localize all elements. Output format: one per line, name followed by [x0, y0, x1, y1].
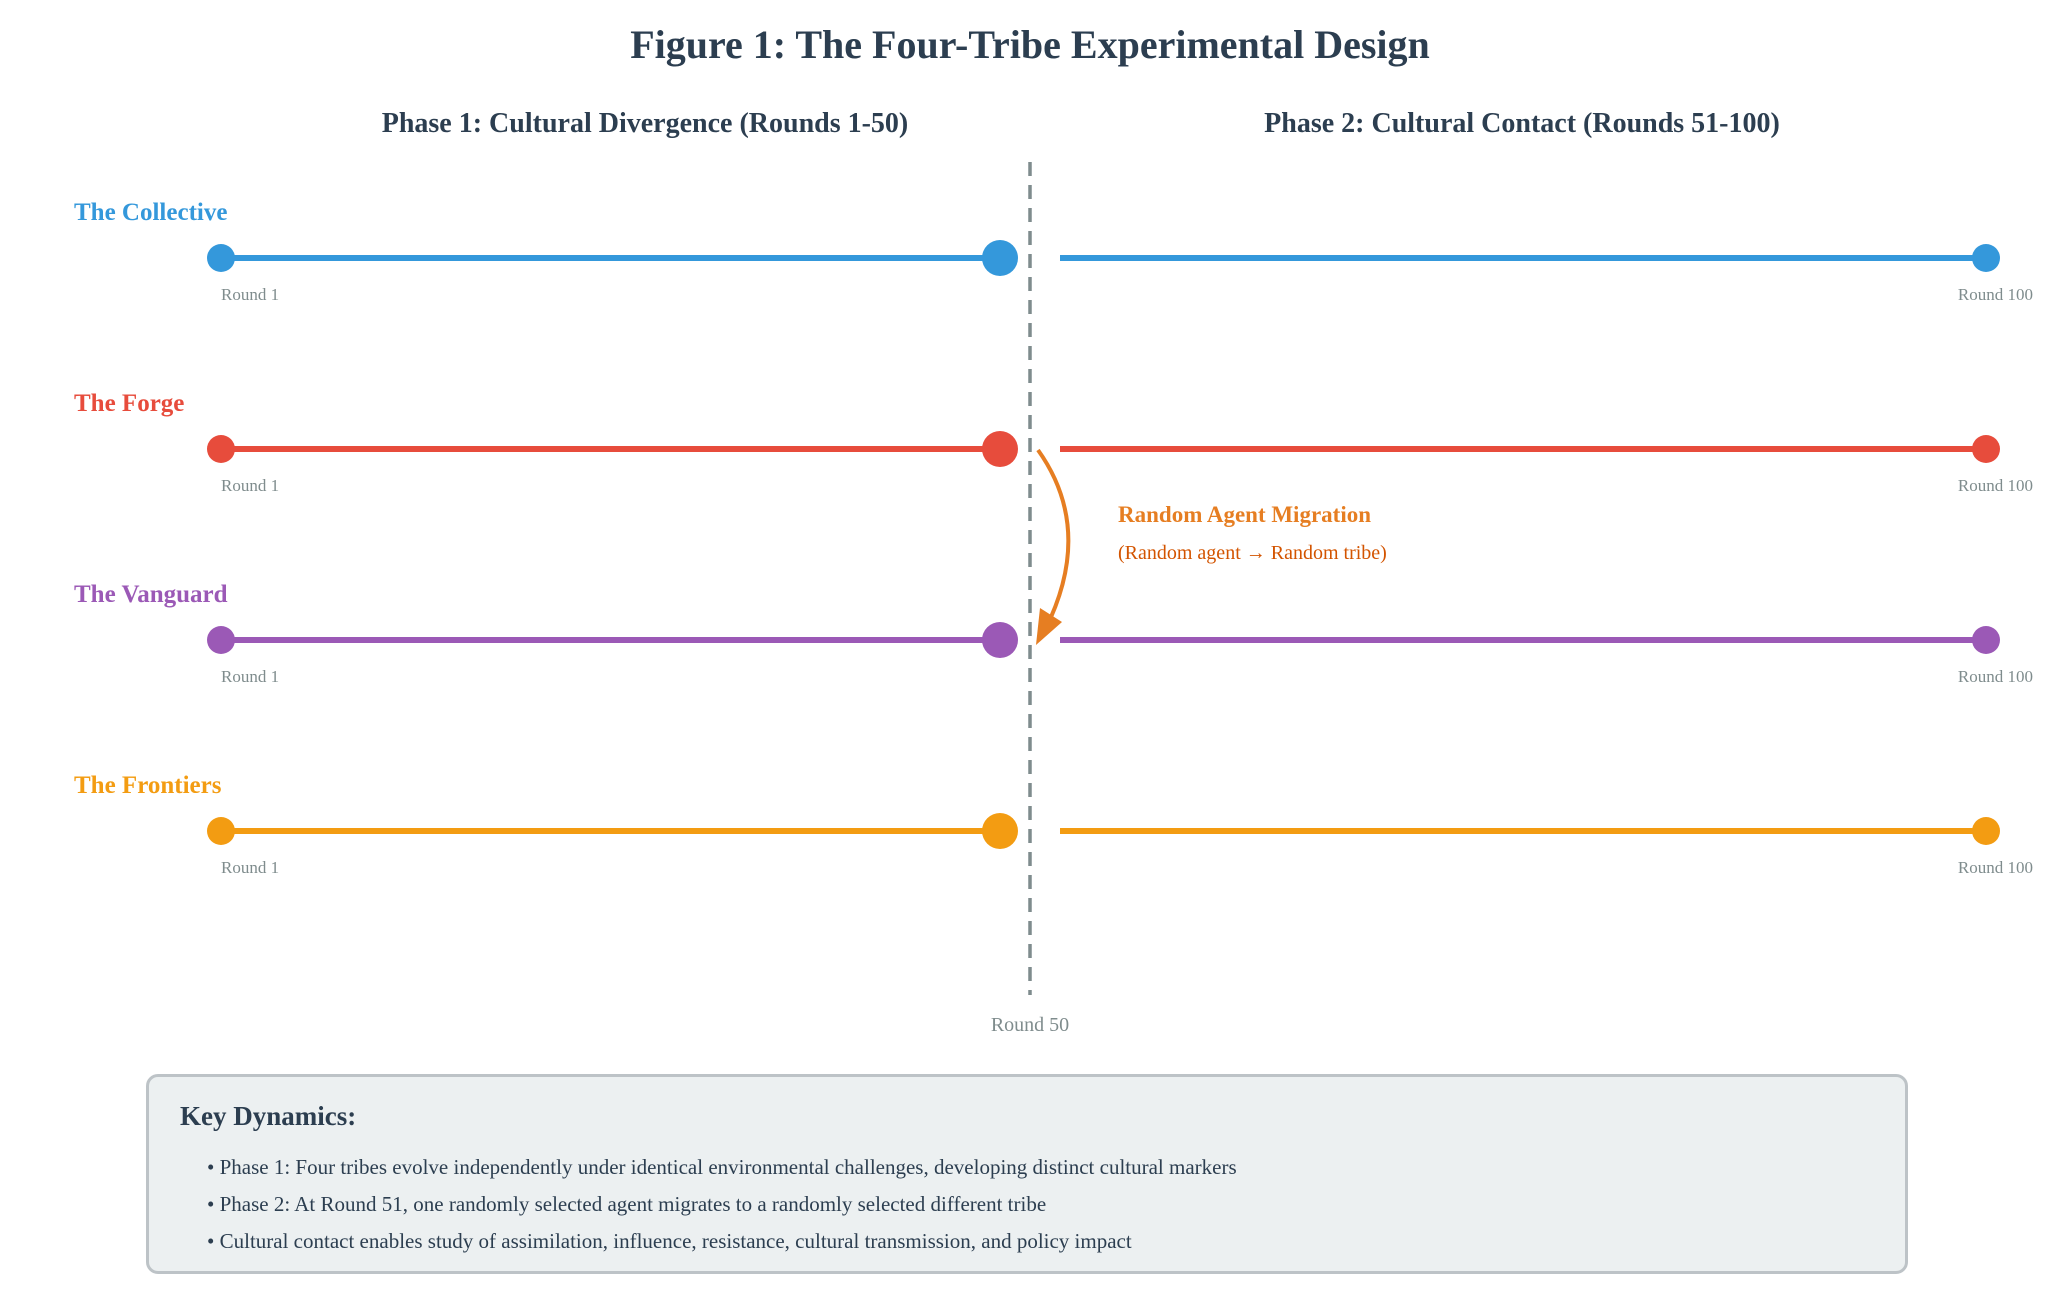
- figure-title: Figure 1: The Four-Tribe Experimental De…: [630, 22, 1430, 67]
- divergence-node: [982, 240, 1018, 276]
- migration-sublabel: (Random agent → Random tribe): [1118, 542, 1387, 564]
- start-node: [207, 626, 235, 654]
- divergence-node: [982, 813, 1018, 849]
- phase1-label: Phase 1: Cultural Divergence (Rounds 1-5…: [382, 108, 909, 139]
- end-round-label: Round 100: [1958, 667, 2033, 686]
- migration-arrow: [1036, 448, 1071, 631]
- end-round-label: Round 100: [1958, 858, 2033, 877]
- end-node: [1972, 244, 2000, 272]
- end-node: [1972, 626, 2000, 654]
- phase2-label: Phase 2: Cultural Contact (Rounds 51-100…: [1264, 108, 1780, 139]
- start-round-label: Round 1: [221, 476, 279, 495]
- migration-annotation: Random Agent Migration (Random agent → R…: [1036, 448, 1387, 645]
- migration-label: Random Agent Migration: [1118, 502, 1371, 527]
- tribe-row-the-collective: The Collective Round 1 Round 100: [74, 199, 2033, 304]
- key-dynamics-item-3: • Cultural contact enables study of assi…: [207, 1229, 1132, 1253]
- start-node: [207, 244, 235, 272]
- key-dynamics-title: Key Dynamics:: [180, 1101, 357, 1131]
- start-node: [207, 817, 235, 845]
- end-round-label: Round 100: [1958, 476, 2033, 495]
- tribe-name: The Collective: [74, 199, 227, 226]
- tribe-row-the-frontiers: The Frontiers Round 1 Round 100: [74, 772, 2033, 877]
- start-round-label: Round 1: [221, 667, 279, 686]
- divergence-node: [982, 622, 1018, 658]
- end-node: [1972, 817, 2000, 845]
- tribe-name: The Vanguard: [74, 581, 228, 608]
- tribe-row-the-vanguard: The Vanguard Round 1 Round 100: [74, 581, 2033, 686]
- key-dynamics-item-2: • Phase 2: At Round 51, one randomly sel…: [207, 1192, 1047, 1216]
- divider-label: Round 50: [991, 1014, 1069, 1036]
- start-node: [207, 435, 235, 463]
- start-round-label: Round 1: [221, 285, 279, 304]
- tribe-name: The Forge: [74, 390, 184, 417]
- tribe-timelines: The Collective Round 1 Round 100 The Forge R…: [74, 199, 2033, 877]
- divergence-node: [982, 431, 1018, 467]
- migration-arrowhead: [1036, 608, 1062, 645]
- tribe-row-the-forge: The Forge Round 1 Round 100: [74, 390, 2033, 495]
- tribe-name: The Frontiers: [74, 772, 222, 799]
- end-round-label: Round 100: [1958, 285, 2033, 304]
- end-node: [1972, 435, 2000, 463]
- key-dynamics-box: Key Dynamics: • Phase 1: Four tribes evo…: [146, 1074, 1908, 1274]
- start-round-label: Round 1: [221, 858, 279, 877]
- key-dynamics-item-1: • Phase 1: Four tribes evolve independen…: [207, 1155, 1237, 1179]
